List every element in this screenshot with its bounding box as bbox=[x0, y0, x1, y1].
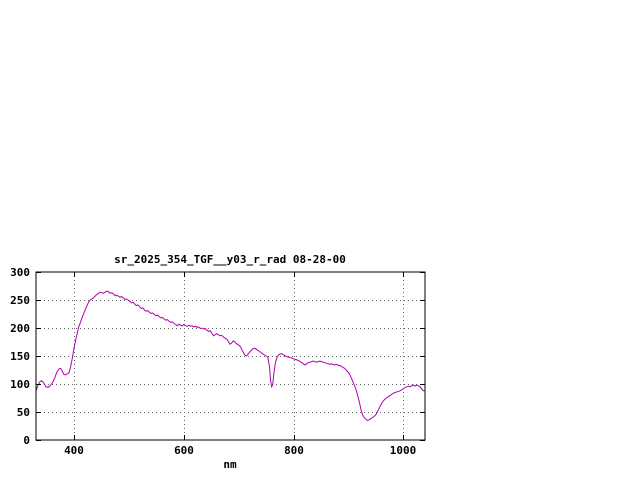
series-layer bbox=[35, 290, 425, 421]
tick-labels: 0 50 100 150 200 250 300 400 600 800 1000 bbox=[10, 266, 416, 457]
y-tick-label: 50 bbox=[17, 406, 30, 419]
x-tick-label: 800 bbox=[284, 444, 304, 457]
x-tick-label: 600 bbox=[174, 444, 194, 457]
y-tick-label: 100 bbox=[10, 378, 30, 391]
x-tick-label: 1000 bbox=[390, 444, 417, 457]
y-tick-label: 150 bbox=[10, 350, 30, 363]
x-tick-label: 400 bbox=[64, 444, 84, 457]
spectrum-line bbox=[35, 290, 425, 421]
y-tick-label: 200 bbox=[10, 322, 30, 335]
y-tick-label: 250 bbox=[10, 294, 30, 307]
chart-title: sr_2025_354_TGF__y03_r_rad 08-28-00 bbox=[114, 253, 346, 266]
x-axis-label: nm bbox=[223, 458, 237, 471]
y-tick-label: 0 bbox=[23, 434, 30, 447]
y-tick-label: 300 bbox=[10, 266, 30, 279]
axis-ticks bbox=[36, 272, 425, 441]
grid-lines bbox=[36, 272, 425, 440]
